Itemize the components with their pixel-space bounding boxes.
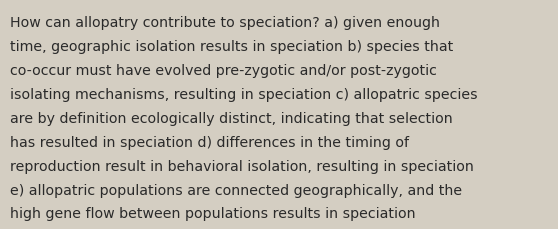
Text: time, geographic isolation results in speciation b) species that: time, geographic isolation results in sp… [10, 40, 453, 54]
Text: How can allopatry contribute to speciation? a) given enough: How can allopatry contribute to speciati… [10, 16, 440, 30]
Text: co-occur must have evolved pre-zygotic and/or post-zygotic: co-occur must have evolved pre-zygotic a… [10, 64, 437, 78]
Text: high gene flow between populations results in speciation: high gene flow between populations resul… [10, 207, 416, 221]
Text: reproduction result in behavioral isolation, resulting in speciation: reproduction result in behavioral isolat… [10, 159, 474, 173]
Text: are by definition ecologically distinct, indicating that selection: are by definition ecologically distinct,… [10, 111, 453, 125]
Text: isolating mechanisms, resulting in speciation c) allopatric species: isolating mechanisms, resulting in speci… [10, 87, 478, 101]
Text: e) allopatric populations are connected geographically, and the: e) allopatric populations are connected … [10, 183, 462, 197]
Text: has resulted in speciation d) differences in the timing of: has resulted in speciation d) difference… [10, 135, 409, 149]
